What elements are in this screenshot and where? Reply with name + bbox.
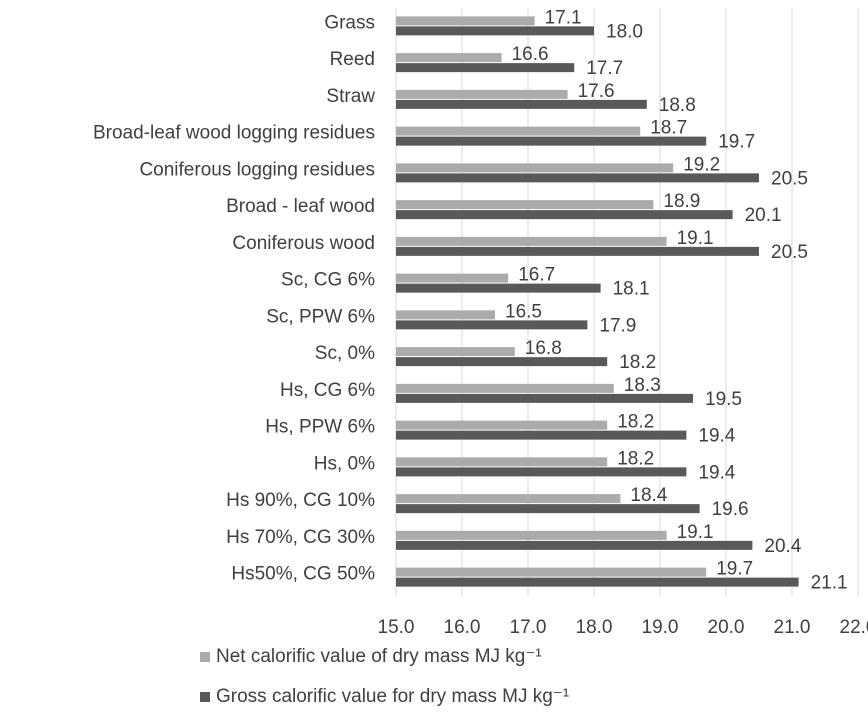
data-label: 16.7	[518, 265, 555, 286]
bar	[396, 357, 608, 367]
x-tick-label: 16.0	[444, 617, 481, 638]
data-label: 19.7	[716, 559, 753, 580]
bar	[396, 577, 799, 587]
bar	[396, 347, 515, 357]
bar	[396, 540, 753, 550]
data-label: 19.7	[718, 132, 755, 153]
bar	[396, 457, 608, 467]
data-label: 19.6	[712, 499, 749, 520]
data-label: 19.4	[698, 462, 735, 483]
data-label: 17.6	[578, 81, 615, 102]
y-tick-label: Reed	[330, 49, 375, 70]
bar	[396, 567, 707, 577]
bar	[396, 273, 509, 283]
y-tick-label: Sc, PPW 6%	[266, 306, 375, 327]
bar	[396, 467, 687, 477]
data-label: 18.1	[613, 279, 650, 300]
data-label: 20.4	[764, 536, 801, 557]
data-label: 16.5	[505, 301, 542, 322]
data-label: 21.1	[811, 573, 848, 594]
data-label: 18.2	[619, 352, 656, 373]
data-label: 18.4	[630, 485, 667, 506]
data-label: 16.6	[512, 44, 549, 65]
legend-swatch	[200, 652, 210, 662]
data-label: 19.4	[698, 426, 735, 447]
data-label: 17.9	[599, 315, 636, 336]
bar	[396, 163, 674, 173]
y-tick-label: Sc, 0%	[315, 343, 375, 364]
bar	[396, 420, 608, 430]
y-tick-label: Hs 90%, CG 10%	[226, 490, 375, 511]
data-label: 20.1	[745, 205, 782, 226]
bar	[396, 383, 614, 393]
legend-label: Gross calorific value for dry mass MJ kg…	[216, 686, 569, 707]
y-tick-label: Grass	[324, 12, 375, 33]
bar	[396, 126, 641, 136]
data-label: 19.1	[677, 522, 714, 543]
bar	[396, 89, 568, 99]
data-label: 20.5	[771, 242, 808, 263]
x-tick-label: 22.0	[840, 617, 868, 638]
x-tick-label: 19.0	[642, 617, 679, 638]
data-label: 16.8	[525, 338, 562, 359]
bar	[396, 320, 588, 330]
data-label: 18.2	[617, 412, 654, 433]
bar	[396, 283, 601, 293]
data-label: 19.5	[705, 389, 742, 410]
bar	[396, 393, 693, 403]
data-label: 18.9	[663, 191, 700, 212]
data-label: 17.7	[586, 58, 623, 79]
x-tick-label: 17.0	[510, 617, 547, 638]
y-tick-label: Hs, PPW 6%	[265, 417, 375, 438]
y-tick-label: Coniferous wood	[232, 233, 375, 254]
bar	[396, 200, 654, 210]
x-tick-label: 18.0	[576, 617, 613, 638]
y-tick-label: Hs, 0%	[314, 453, 375, 474]
y-tick-label: Coniferous logging residues	[139, 159, 375, 180]
bar	[396, 136, 707, 146]
data-label: 18.7	[650, 118, 687, 139]
y-tick-label: Hs 70%, CG 30%	[226, 527, 375, 548]
y-tick-label: Hs, CG 6%	[280, 380, 375, 401]
legend-swatch	[200, 692, 210, 702]
x-tick-label: 21.0	[774, 617, 811, 638]
bar	[396, 246, 759, 256]
data-label: 18.0	[606, 21, 643, 42]
bar	[396, 530, 667, 540]
legend-label: Net calorific value of dry mass MJ kg⁻¹	[216, 646, 542, 667]
y-tick-label: Sc, CG 6%	[281, 270, 375, 291]
bar	[396, 504, 700, 514]
x-tick-label: 20.0	[708, 617, 745, 638]
data-label: 17.1	[545, 7, 582, 28]
y-tick-label: Broad - leaf wood	[226, 196, 375, 217]
y-tick-label: Straw	[326, 86, 375, 107]
data-label: 18.2	[617, 448, 654, 469]
x-tick-label: 15.0	[378, 617, 415, 638]
data-label: 18.8	[659, 95, 696, 116]
bar	[396, 16, 535, 26]
y-tick-label: Broad-leaf wood logging residues	[93, 123, 375, 144]
bar	[396, 63, 575, 73]
bar	[396, 53, 502, 63]
y-tick-label: Hs50%, CG 50%	[231, 564, 375, 585]
bar	[396, 173, 759, 183]
bar	[396, 494, 621, 504]
bar	[396, 310, 495, 320]
data-label: 19.1	[677, 228, 714, 249]
data-label: 20.5	[771, 168, 808, 189]
bar	[396, 26, 594, 36]
data-label: 18.3	[624, 375, 661, 396]
bar	[396, 210, 733, 220]
bar	[396, 430, 687, 440]
bar	[396, 99, 647, 109]
data-label: 19.2	[683, 154, 720, 175]
bar	[396, 236, 667, 246]
